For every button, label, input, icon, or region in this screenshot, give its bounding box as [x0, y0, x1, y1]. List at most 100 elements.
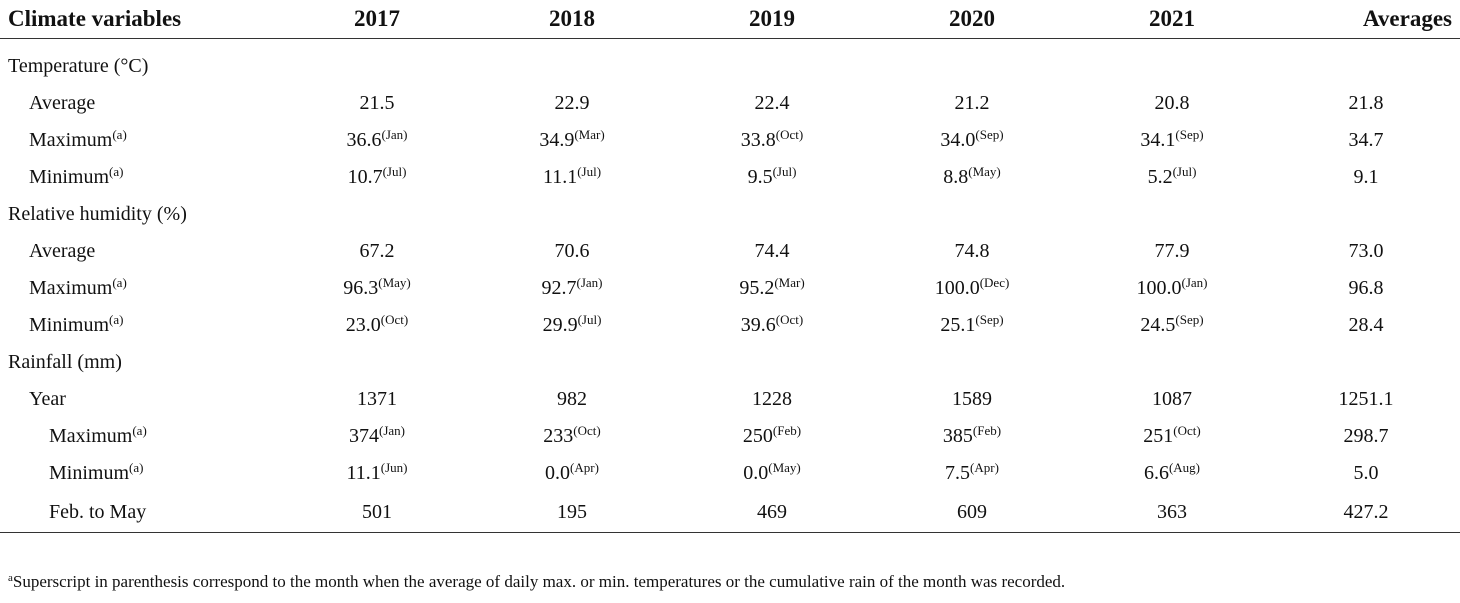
table-cell [1272, 344, 1460, 381]
table-cell [872, 196, 1072, 233]
cell-value: 8.8 [943, 166, 969, 188]
table-cell: 1251.1 [1272, 381, 1460, 418]
row-label-text: Minimum [29, 166, 110, 188]
section-header-row: Rainfall (mm) [0, 344, 1460, 381]
table-cell: 374(Jan) [282, 418, 472, 455]
cell-month-superscript: (Aug) [1168, 460, 1201, 475]
cell-month-superscript: (Sep) [975, 312, 1004, 327]
table-cell: 21.2 [872, 85, 1072, 122]
cell-value: 22.9 [554, 92, 590, 114]
climate-table: Climate variables 2017 2018 2019 2020 20… [0, 0, 1460, 533]
row-label: Average [0, 233, 282, 270]
table-cell: 29.9(Jul) [472, 307, 672, 344]
cell-value: 609 [957, 500, 987, 523]
table-cell [282, 39, 472, 86]
table-cell: 96.3(May) [282, 270, 472, 307]
table-row: Year 1371 982 1228 1589 1087 1251.1 [0, 381, 1460, 418]
table-cell: 36.6(Jan) [282, 122, 472, 159]
table-cell: 74.8 [872, 233, 1072, 270]
table-cell: 469 [672, 492, 872, 533]
table-cell: 23.0(Oct) [282, 307, 472, 344]
row-label-superscript: (a) [112, 275, 127, 290]
table-cell: 34.9(Mar) [472, 122, 672, 159]
table-body: Temperature (°C) Average 21.5 22.9 22.4 21.2 2… [0, 39, 1460, 533]
cell-value: 77.9 [1154, 240, 1190, 262]
cell-month-superscript: (Jan) [576, 275, 603, 290]
table-cell: 385(Feb) [872, 418, 1072, 455]
table-cell: 11.1(Jul) [472, 159, 672, 196]
header-2019: 2019 [672, 0, 872, 39]
table-cell: 982 [472, 381, 672, 418]
cell-value: 34.1 [1140, 129, 1176, 151]
table-cell: 70.6 [472, 233, 672, 270]
row-label-text: Average [29, 92, 96, 114]
cell-value: 1251.1 [1338, 388, 1394, 410]
cell-value: 34.0 [940, 129, 976, 151]
table-cell: 11.1(Jun) [282, 455, 472, 492]
table-cell: 5.2(Jul) [1072, 159, 1272, 196]
section-label: Temperature (°C) [0, 39, 282, 86]
row-label: Maximum(a) [0, 418, 282, 455]
table-cell [672, 344, 872, 381]
table-row: Minimum(a) 23.0(Oct) 29.9(Jul) 39.6(Oct) 25.… [0, 307, 1460, 344]
table-cell: 6.6(Aug) [1072, 455, 1272, 492]
cell-month-superscript: (Jul) [577, 164, 602, 179]
cell-month-superscript: (Apr) [970, 460, 999, 475]
cell-value: 251 [1143, 425, 1174, 447]
cell-month-superscript: (May) [768, 460, 801, 475]
section-label: Rainfall (mm) [0, 344, 282, 381]
cell-value: 374 [349, 425, 379, 447]
table-cell [1072, 344, 1272, 381]
section-header-row: Relative humidity (%) [0, 196, 1460, 233]
row-label-text: Maximum [29, 277, 113, 299]
row-label-text: Maximum [29, 129, 113, 151]
cell-month-superscript: (Apr) [570, 460, 599, 475]
row-label-superscript: (a) [109, 164, 124, 179]
cell-value: 23.0 [345, 314, 381, 336]
table-row: Feb. to May 501 195 469 609 363 427.2 [0, 492, 1460, 533]
cell-value: 10.7 [347, 166, 383, 188]
cell-value: 5.2 [1147, 166, 1173, 188]
cell-value: 1228 [752, 388, 792, 410]
header-2018: 2018 [472, 0, 672, 39]
table-cell: 28.4 [1272, 307, 1460, 344]
table-cell: 5.0 [1272, 455, 1460, 492]
table-cell: 33.8(Oct) [672, 122, 872, 159]
cell-value: 501 [362, 500, 392, 523]
row-label: Minimum(a) [0, 307, 282, 344]
row-label-text: Rainfall (mm) [8, 351, 122, 373]
cell-value: 1589 [952, 388, 992, 410]
cell-month-superscript: (Oct) [775, 312, 804, 327]
row-label-superscript: (a) [112, 127, 127, 142]
table-cell: 21.8 [1272, 85, 1460, 122]
cell-value: 21.5 [359, 92, 395, 114]
cell-value: 34.9 [539, 129, 575, 151]
table-cell: 21.5 [282, 85, 472, 122]
header-climate-variables: Climate variables [0, 0, 282, 39]
cell-value: 96.3 [343, 277, 379, 299]
climate-table-container: Climate variables 2017 2018 2019 2020 20… [0, 0, 1460, 533]
table-cell: 7.5(Apr) [872, 455, 1072, 492]
cell-month-superscript: (Jan) [381, 127, 408, 142]
cell-month-superscript: (Feb) [772, 423, 802, 438]
cell-month-superscript: (Mar) [574, 127, 605, 142]
table-cell: 34.0(Sep) [872, 122, 1072, 159]
header-2017: 2017 [282, 0, 472, 39]
cell-month-superscript: (Feb) [972, 423, 1002, 438]
cell-value: 7.5 [945, 462, 971, 484]
table-cell: 1087 [1072, 381, 1272, 418]
table-cell [472, 39, 672, 86]
cell-month-superscript: (Jul) [772, 164, 797, 179]
cell-month-superscript: (Oct) [1173, 423, 1201, 438]
cell-value: 11.1 [542, 166, 578, 188]
table-row: Minimum(a) 10.7(Jul) 11.1(Jul) 9.5(Jul) 8.8(… [0, 159, 1460, 196]
table-cell: 0.0(May) [672, 455, 872, 492]
cell-month-superscript: (Sep) [1175, 312, 1204, 327]
table-cell: 73.0 [1272, 233, 1460, 270]
table-cell [1072, 39, 1272, 86]
table-cell [1272, 39, 1460, 86]
table-cell: 1371 [282, 381, 472, 418]
table-cell: 67.2 [282, 233, 472, 270]
table-cell: 298.7 [1272, 418, 1460, 455]
table-cell: 100.0(Dec) [872, 270, 1072, 307]
